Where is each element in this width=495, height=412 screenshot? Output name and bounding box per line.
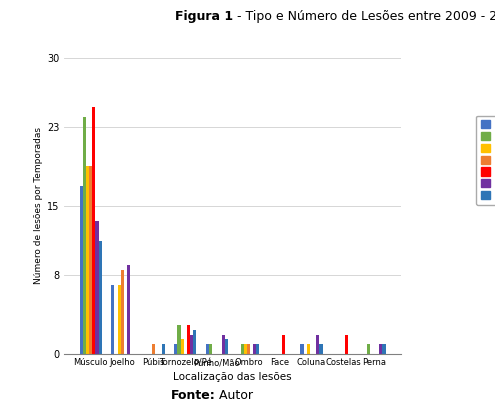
Bar	[253, 344, 256, 354]
Bar	[319, 344, 323, 354]
Bar	[222, 335, 225, 354]
Bar	[190, 335, 193, 354]
Bar	[80, 186, 83, 354]
X-axis label: Localização das lesões: Localização das lesões	[173, 372, 292, 382]
Bar	[96, 221, 99, 354]
Bar	[92, 107, 96, 354]
Bar	[316, 335, 319, 354]
Bar	[225, 339, 228, 354]
Bar	[383, 344, 386, 354]
Bar	[177, 325, 181, 354]
Bar	[117, 285, 121, 354]
Legend: 2009, 2010, 2011, 2012, 2013, 2014, 2015: 2009, 2010, 2011, 2012, 2013, 2014, 2015	[476, 116, 495, 205]
Y-axis label: Número de lesões por Temporadas: Número de lesões por Temporadas	[34, 127, 43, 285]
Bar	[256, 344, 259, 354]
Bar	[83, 117, 86, 354]
Bar	[379, 344, 383, 354]
Bar	[174, 344, 177, 354]
Bar	[181, 339, 184, 354]
Text: Fonte:: Fonte:	[171, 389, 215, 402]
Text: Figura 1: Figura 1	[175, 10, 233, 23]
Bar	[282, 335, 285, 354]
Bar	[187, 325, 190, 354]
Bar	[86, 166, 89, 354]
Bar	[241, 344, 244, 354]
Bar	[162, 344, 165, 354]
Bar	[209, 344, 212, 354]
Bar	[111, 285, 114, 354]
Bar	[152, 344, 155, 354]
Bar	[345, 335, 348, 354]
Bar	[206, 344, 209, 354]
Bar	[89, 166, 92, 354]
Bar	[127, 265, 130, 354]
Bar	[244, 344, 247, 354]
Bar	[307, 344, 310, 354]
Bar	[121, 270, 124, 354]
Bar	[300, 344, 303, 354]
Bar	[367, 344, 370, 354]
Text: - Tipo e Número de Lesões entre 2009 - 2015: - Tipo e Número de Lesões entre 2009 - 2…	[233, 10, 495, 23]
Bar	[193, 330, 197, 354]
Text: Autor: Autor	[215, 389, 253, 402]
Bar	[247, 344, 250, 354]
Bar	[99, 241, 102, 354]
